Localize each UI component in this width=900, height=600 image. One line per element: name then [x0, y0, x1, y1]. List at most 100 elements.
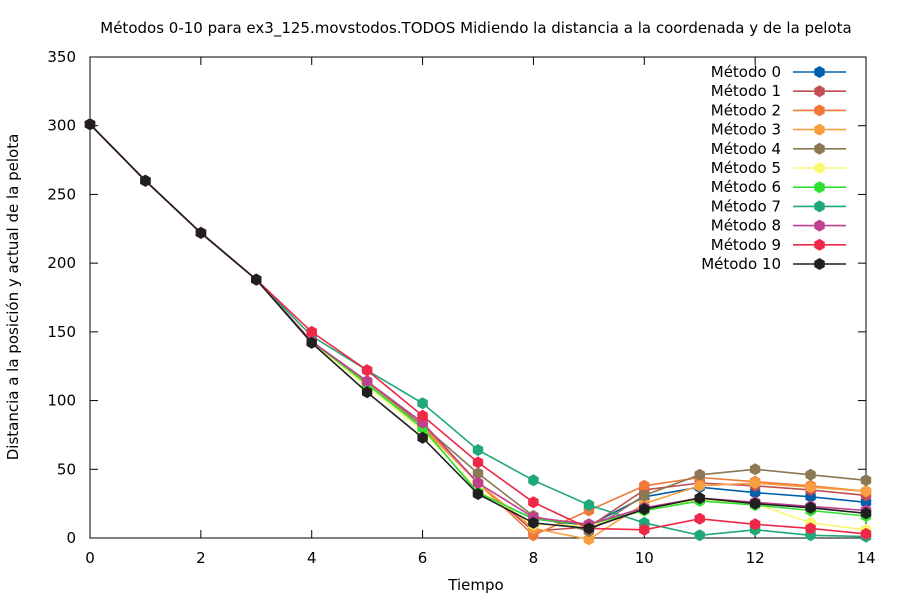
- data-point: [749, 477, 761, 489]
- data-point: [860, 485, 872, 498]
- data-point: [860, 507, 872, 520]
- legend-marker: [814, 123, 825, 136]
- data-point: [140, 174, 151, 187]
- x-tick-label: 14: [856, 549, 875, 567]
- data-point: [361, 375, 373, 388]
- data-point: [583, 533, 595, 546]
- legend-item: Método 0: [711, 63, 846, 81]
- legend-marker: [814, 85, 825, 98]
- legend-label: Método 5: [711, 159, 781, 177]
- x-tick-label: 6: [418, 549, 428, 567]
- data-point: [639, 523, 650, 536]
- legend-item: Método 2: [711, 101, 846, 119]
- legend-item: Método 10: [701, 255, 846, 273]
- data-point: [306, 325, 317, 338]
- legend-item: Método 4: [711, 140, 846, 158]
- series-layer: [84, 118, 872, 546]
- legend-item: Método 1: [711, 82, 846, 100]
- legend-label: Método 9: [711, 236, 781, 254]
- x-tick-label: 10: [635, 549, 654, 567]
- data-point: [472, 488, 484, 500]
- data-point: [472, 467, 484, 480]
- plot-frame: [89, 56, 867, 539]
- legend-label: Método 3: [711, 121, 781, 139]
- legend-label: Método 8: [711, 217, 781, 235]
- x-axis-label: Tiempo: [447, 576, 503, 594]
- y-tick-label: 250: [47, 185, 76, 203]
- data-point: [361, 386, 373, 399]
- legend-label: Método 6: [711, 178, 781, 196]
- data-point: [361, 364, 373, 377]
- y-tick-label: 150: [47, 323, 76, 341]
- data-point: [639, 489, 650, 502]
- legend-label: Método 7: [711, 197, 781, 215]
- data-point: [694, 492, 705, 505]
- y-tick-label: 300: [47, 117, 76, 135]
- x-tick-label: 2: [196, 549, 206, 567]
- series-10: [84, 118, 872, 535]
- legend-marker: [814, 200, 825, 213]
- data-point: [860, 527, 872, 540]
- y-tick-label: 0: [66, 529, 76, 547]
- x-tick-label: 8: [529, 549, 539, 567]
- legend-marker: [814, 104, 825, 117]
- data-point: [417, 431, 428, 444]
- data-point: [749, 463, 761, 476]
- legend-item: Método 8: [711, 217, 846, 235]
- legend-marker: [814, 238, 825, 251]
- legend-label: Método 1: [711, 82, 781, 100]
- y-tick-label: 100: [47, 392, 76, 410]
- x-tick-label: 12: [746, 549, 765, 567]
- data-point: [749, 497, 761, 510]
- y-tick-label: 200: [47, 254, 76, 272]
- data-point: [639, 479, 650, 492]
- data-point: [528, 516, 539, 529]
- data-point: [528, 496, 539, 509]
- legend-marker: [814, 258, 825, 270]
- data-point: [694, 512, 705, 525]
- data-point: [694, 529, 705, 542]
- data-point: [805, 522, 816, 535]
- data-point: [805, 481, 816, 494]
- data-point: [472, 444, 484, 456]
- data-point: [805, 501, 816, 514]
- data-point: [84, 118, 96, 131]
- legend-label: Método 10: [701, 255, 781, 273]
- legend-marker: [814, 162, 825, 174]
- data-point: [251, 273, 262, 286]
- data-point: [583, 499, 595, 511]
- legend-item: Método 9: [711, 236, 846, 254]
- axes: 0 2 4 6 8 10 12 14 0 50 100 150 200 250 300 350: [47, 48, 875, 567]
- data-point: [306, 336, 317, 349]
- legend-label: Método 0: [711, 63, 781, 81]
- legend-marker: [814, 181, 825, 194]
- data-point: [472, 456, 484, 469]
- legend-label: Método 2: [711, 101, 781, 119]
- chart-title: Métodos 0-10 para ex3_125.movstodos.TODO…: [100, 19, 851, 38]
- data-point: [417, 397, 428, 410]
- legend-item: Método 3: [711, 121, 846, 139]
- legend-item: Método 7: [711, 197, 846, 215]
- y-axis-label: Distancia a la posición y actual de la p…: [4, 134, 22, 461]
- legend-marker: [814, 219, 825, 232]
- data-point: [694, 468, 705, 481]
- legend-item: Método 6: [711, 178, 846, 196]
- data-point: [583, 522, 595, 535]
- y-tick-label: 50: [57, 460, 76, 478]
- x-tick-label: 4: [307, 549, 317, 567]
- data-point: [472, 477, 484, 489]
- legend-marker: [814, 66, 825, 78]
- data-point: [805, 468, 816, 481]
- x-tick-label: 0: [85, 549, 95, 567]
- data-point: [528, 474, 539, 487]
- data-point: [860, 474, 872, 487]
- legend-label: Método 4: [711, 140, 781, 158]
- data-point: [639, 503, 650, 516]
- data-point: [694, 479, 705, 492]
- legend-marker: [814, 142, 825, 155]
- data-point: [417, 409, 428, 422]
- y-tick-label: 350: [47, 48, 76, 66]
- data-point: [195, 226, 207, 239]
